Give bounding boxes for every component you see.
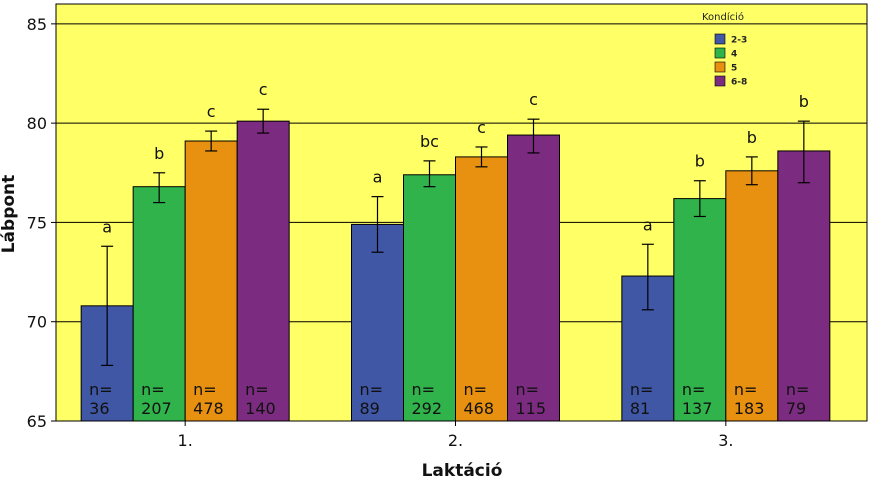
legend-swatch (714, 75, 726, 87)
y-tick-label: 70 (27, 313, 47, 332)
legend-label: 4 (731, 50, 737, 60)
sample-size-value: 137 (682, 399, 713, 418)
sample-size-value: 207 (141, 399, 172, 418)
sample-size-prefix: n= (360, 380, 384, 399)
sample-size-prefix: n= (630, 380, 654, 399)
bar (673, 198, 727, 422)
bar (184, 140, 238, 422)
sample-size-prefix: n= (412, 380, 436, 399)
significance-label: a (102, 217, 112, 236)
bar (777, 150, 831, 422)
legend-swatch (714, 33, 726, 45)
significance-label: c (529, 90, 538, 109)
y-tick-label: 65 (27, 412, 47, 431)
legend-label: 6-8 (731, 78, 747, 88)
bar (621, 275, 675, 422)
x-tick-label: 1. (178, 431, 193, 450)
significance-label: c (477, 118, 486, 137)
significance-label: c (259, 80, 268, 99)
x-tick-label: 3. (718, 431, 733, 450)
sample-size-prefix: n= (464, 380, 488, 399)
sample-size-value: 89 (360, 399, 380, 418)
x-axis-title: Laktáció (422, 461, 503, 480)
sample-size-value: 36 (89, 399, 109, 418)
sample-size-prefix: n= (193, 380, 217, 399)
bar (507, 134, 560, 422)
sample-size-value: 478 (193, 399, 224, 418)
bar (403, 174, 456, 422)
sample-size-prefix: n= (245, 380, 269, 399)
sample-size-value: 79 (786, 399, 806, 418)
sample-size-prefix: n= (786, 380, 810, 399)
plot-area: 6570758085an=36bn=207cn=478cn=1401.an=89… (27, 3, 868, 450)
y-tick-label: 75 (27, 213, 47, 232)
significance-label: bc (420, 132, 439, 151)
legend-label: 5 (731, 64, 737, 74)
legend-label: 2-3 (731, 36, 747, 46)
sample-size-value: 468 (464, 399, 495, 418)
y-tick-label: 80 (27, 114, 47, 133)
sample-size-value: 81 (630, 399, 650, 418)
sample-size-value: 292 (412, 399, 443, 418)
sample-size-value: 140 (245, 399, 276, 418)
legend-swatch (714, 61, 726, 73)
significance-label: a (643, 215, 653, 234)
legend: Kondíció 2-3 4 5 6-8 (702, 11, 747, 88)
bar (236, 120, 290, 422)
sample-size-value: 183 (734, 399, 765, 418)
sample-size-prefix: n= (734, 380, 758, 399)
significance-label: a (373, 168, 383, 187)
significance-label: b (154, 144, 164, 163)
significance-label: b (695, 152, 705, 171)
legend-swatch (714, 47, 726, 59)
sample-size-prefix: n= (89, 380, 113, 399)
y-axis-title: Lábpont (0, 175, 19, 254)
sample-size-prefix: n= (682, 380, 706, 399)
significance-label: b (747, 128, 757, 147)
bar (455, 156, 508, 422)
bar (725, 170, 779, 422)
sample-size-prefix: n= (516, 380, 540, 399)
significance-label: b (799, 92, 809, 111)
legend-title: Kondíció (702, 11, 744, 23)
y-tick-label: 85 (27, 15, 47, 34)
sample-size-value: 115 (516, 399, 547, 418)
significance-label: c (207, 102, 216, 121)
x-tick-label: 2. (448, 431, 463, 450)
sample-size-prefix: n= (141, 380, 165, 399)
